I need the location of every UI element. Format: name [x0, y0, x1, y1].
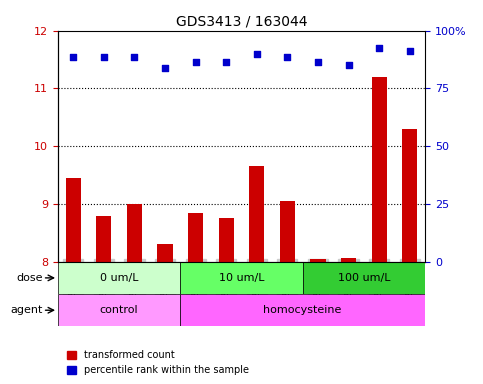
Point [192, 60, 199, 66]
Point [70, 54, 77, 60]
Legend: transformed count, percentile rank within the sample: transformed count, percentile rank withi… [63, 346, 253, 379]
FancyBboxPatch shape [180, 262, 303, 294]
Text: control: control [100, 305, 139, 315]
Point [161, 65, 169, 71]
Bar [341, 258, 356, 262]
Text: homocysteine: homocysteine [264, 305, 342, 315]
Bar [402, 129, 417, 262]
Point [253, 51, 261, 57]
Bar [371, 77, 387, 262]
Text: dose: dose [16, 273, 43, 283]
Point [130, 54, 138, 60]
Text: 100 um/L: 100 um/L [338, 273, 390, 283]
Bar [188, 213, 203, 262]
FancyBboxPatch shape [58, 294, 180, 326]
Point [375, 45, 383, 51]
Point [100, 54, 108, 60]
FancyBboxPatch shape [303, 262, 425, 294]
Bar [66, 178, 81, 262]
Bar [96, 215, 112, 262]
Bar [127, 204, 142, 262]
Bar [249, 166, 265, 262]
Point [222, 60, 230, 66]
Text: 0 um/L: 0 um/L [100, 273, 139, 283]
Text: 10 um/L: 10 um/L [219, 273, 264, 283]
Title: GDS3413 / 163044: GDS3413 / 163044 [176, 14, 307, 28]
Text: agent: agent [10, 305, 43, 315]
Bar [219, 218, 234, 262]
Point [314, 60, 322, 66]
Point [345, 62, 353, 68]
FancyBboxPatch shape [58, 262, 180, 294]
Bar [280, 201, 295, 262]
Bar [157, 244, 173, 262]
Point [284, 54, 291, 60]
Bar [311, 259, 326, 262]
FancyBboxPatch shape [180, 294, 425, 326]
Point [406, 48, 413, 54]
